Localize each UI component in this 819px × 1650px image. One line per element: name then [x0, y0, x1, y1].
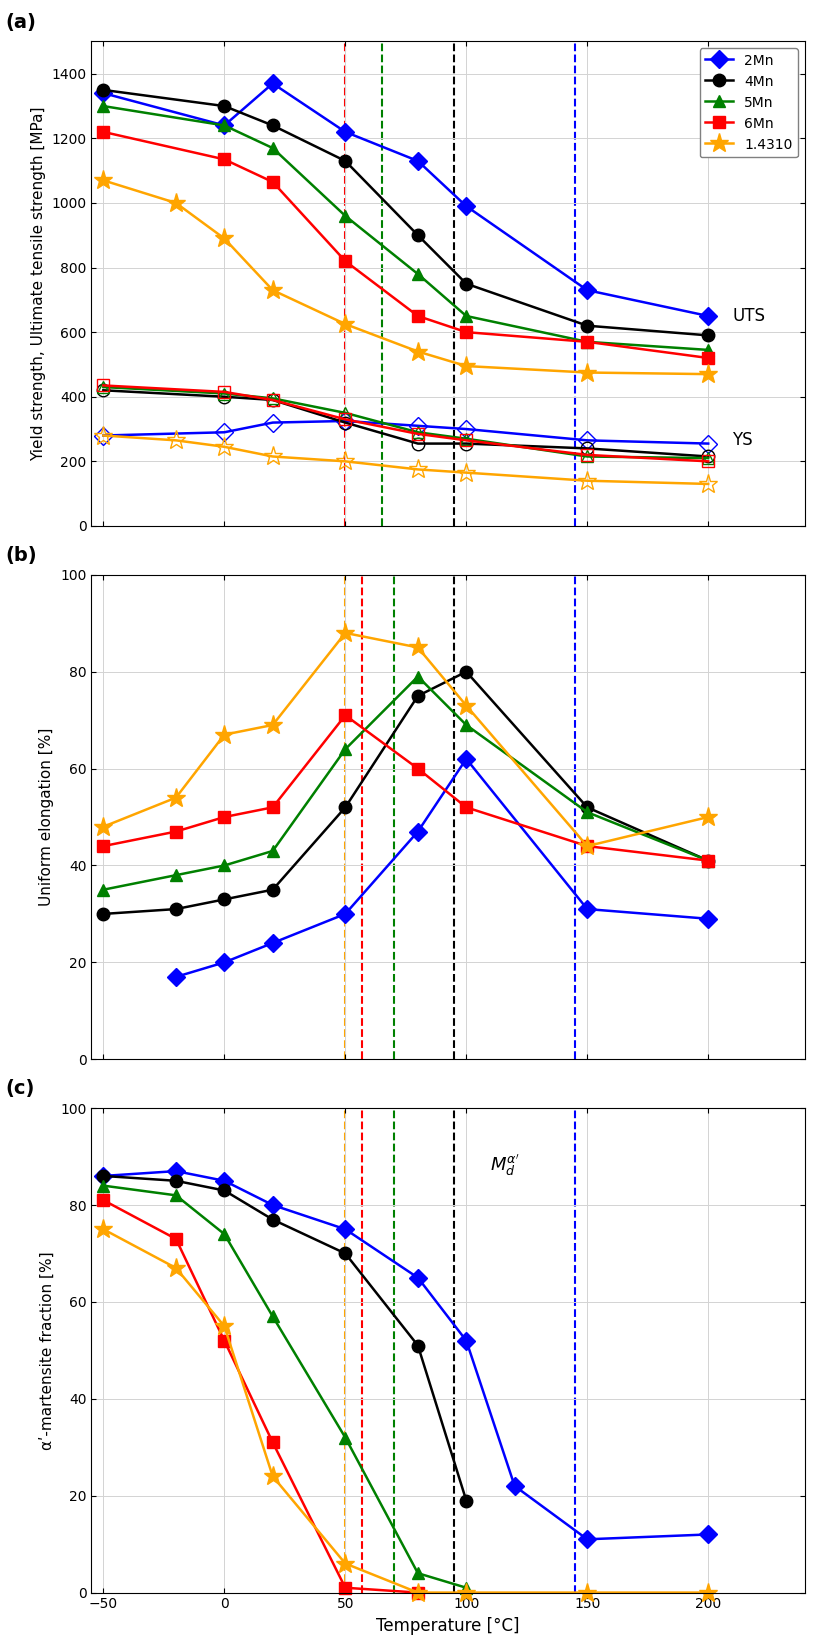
Text: (a): (a): [6, 13, 36, 31]
Text: YS: YS: [731, 431, 752, 449]
Text: (b): (b): [6, 546, 37, 564]
Text: $M_d^{\alpha^{\prime}}$: $M_d^{\alpha^{\prime}}$: [490, 1153, 520, 1180]
Text: UTS: UTS: [731, 307, 764, 325]
X-axis label: Temperature [°C]: Temperature [°C]: [376, 1617, 519, 1635]
Y-axis label: Yield strength, Ultimate tensile strength [MPa]: Yield strength, Ultimate tensile strengt…: [30, 107, 46, 460]
Y-axis label: Uniform elongation [%]: Uniform elongation [%]: [39, 728, 54, 906]
Text: (c): (c): [6, 1079, 35, 1099]
Y-axis label: αʹ-martensite fraction [%]: αʹ-martensite fraction [%]: [39, 1251, 54, 1450]
Legend: 2Mn, 4Mn, 5Mn, 6Mn, 1.4310: 2Mn, 4Mn, 5Mn, 6Mn, 1.4310: [699, 48, 797, 157]
